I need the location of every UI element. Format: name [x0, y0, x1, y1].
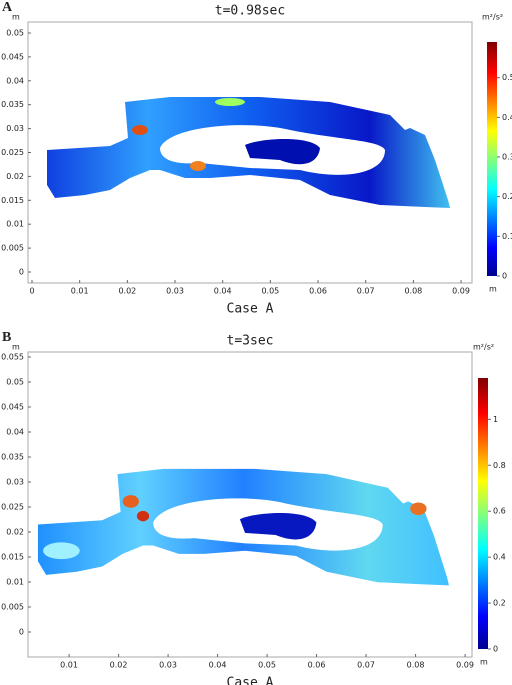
y-tick-label: 0.01 [6, 578, 24, 587]
y-tick-label: 0.005 [1, 603, 24, 612]
y-tick-label: 0.03 [6, 124, 24, 133]
colorbar-tick-label: 0.1 [502, 232, 512, 241]
y-tick-label: 0.05 [6, 378, 24, 387]
colorbar-tick-label: 0.5 [502, 73, 512, 82]
colorbar-tick-label: 0.2 [502, 192, 512, 201]
x-tick-label: 0.02 [110, 661, 128, 670]
colorbar-unit: m²/s² [473, 343, 494, 352]
y-tick-label: 0.015 [1, 553, 24, 562]
x-tick-label: 0.07 [357, 661, 375, 670]
y-tick-label: 0.035 [1, 100, 24, 109]
x-tick-label: 0.09 [456, 661, 474, 670]
y-tick-label: 0.05 [6, 28, 24, 37]
colorbar-tick-label: 0.6 [493, 507, 506, 516]
colorbar-unit-below: m [480, 658, 488, 667]
y-tick-label: 0.025 [1, 148, 24, 157]
y-tick-label: 0 [19, 628, 24, 637]
x-tick-label: 0.05 [261, 287, 279, 296]
panel-label: B [2, 330, 11, 345]
x-tick-label: 0.06 [308, 661, 326, 670]
x-axis-label: Case A [227, 302, 274, 317]
y-unit: m [12, 13, 20, 22]
y-tick-label: 0.045 [1, 52, 24, 61]
x-axis-label: Case A [227, 676, 274, 685]
field [47, 97, 450, 208]
y-tick-label: 0 [19, 268, 24, 277]
colorbar-tick-label: 0.4 [493, 553, 506, 562]
y-tick-label: 0.045 [1, 403, 24, 412]
x-tick-label: 0.01 [71, 287, 89, 296]
colorbar-tick-label: 0.2 [493, 599, 506, 608]
x-tick-label: 0 [29, 287, 34, 296]
colorbar-unit: m²/s² [482, 13, 503, 22]
field [37, 468, 449, 586]
y-tick-label: 0.02 [6, 528, 24, 537]
colorbar-tick-label: 0.8 [493, 461, 506, 470]
y-tick-label: 0.04 [6, 76, 24, 85]
y-tick-label: 0.005 [1, 244, 24, 253]
y-tick-label: 0.055 [1, 353, 24, 362]
x-tick-label: 0.09 [452, 287, 470, 296]
x-tick-label: 0.03 [159, 661, 177, 670]
x-tick-label: 0.01 [60, 661, 78, 670]
y-tick-label: 0.03 [6, 478, 24, 487]
y-tick-label: 0.015 [1, 196, 24, 205]
colorbar-unit-below: m [489, 285, 497, 294]
x-tick-label: 0.08 [407, 661, 425, 670]
colorbar [487, 42, 497, 276]
x-tick-label: 0.03 [166, 287, 184, 296]
colorbar-tick-label: 0.4 [502, 113, 512, 122]
x-tick-label: 0.05 [258, 661, 276, 670]
x-tick-label: 0.08 [404, 287, 422, 296]
y-tick-label: 0.01 [6, 220, 24, 229]
y-tick-label: 0.02 [6, 172, 24, 181]
panel-label: A [2, 0, 13, 15]
colorbar-tick-label: 1 [493, 415, 498, 424]
colorbar [478, 378, 488, 649]
colorbar-tick-label: 0 [502, 272, 507, 281]
colorbar-tick-label: 0.3 [502, 153, 512, 162]
y-tick-label: 0.035 [1, 453, 24, 462]
x-tick-label: 0.07 [357, 287, 375, 296]
x-tick-label: 0.04 [209, 661, 227, 670]
x-tick-label: 0.04 [214, 287, 232, 296]
y-tick-label: 0.04 [6, 428, 24, 437]
y-unit: m [12, 343, 20, 352]
x-tick-label: 0.06 [309, 287, 327, 296]
y-tick-label: 0.025 [1, 503, 24, 512]
colorbar-tick-label: 0 [493, 645, 498, 654]
x-tick-label: 0.02 [118, 287, 136, 296]
chart-title: t=0.98sec [215, 4, 285, 19]
chart-title: t=3sec [227, 334, 274, 349]
